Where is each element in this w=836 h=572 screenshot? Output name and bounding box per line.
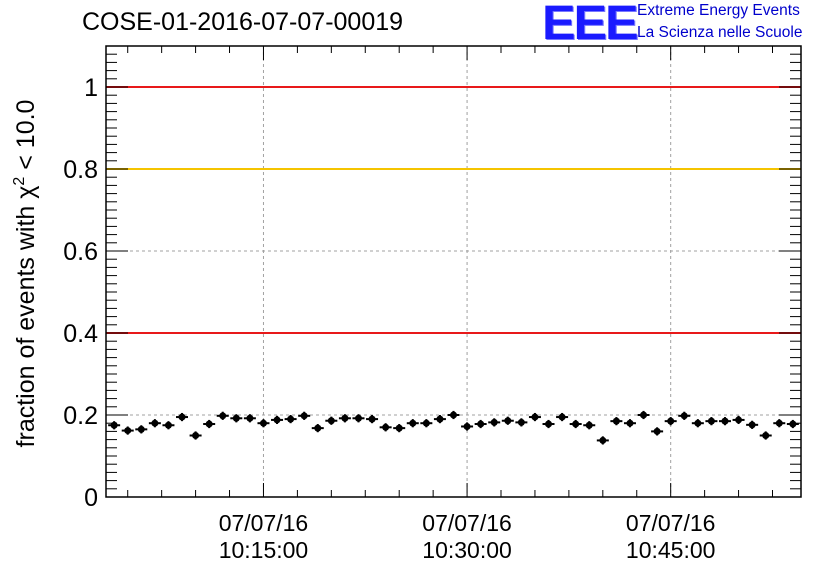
data-point <box>653 427 661 435</box>
logo-line-2: La Scienza nelle Scuole <box>637 24 803 41</box>
data-point <box>789 420 797 428</box>
data-point <box>192 432 200 439</box>
eee-logo: EEE <box>542 0 639 50</box>
chart-title: COSE-01-2016-07-07-00019 <box>82 8 404 36</box>
y-tick-label: 0.8 <box>63 156 98 184</box>
x-tick-date-label: 07/07/16 <box>422 510 512 536</box>
data-point <box>205 420 213 428</box>
data-point <box>504 417 512 425</box>
data-point <box>775 419 783 427</box>
data-point <box>259 419 267 427</box>
y-tick-label: 0.4 <box>63 320 98 348</box>
data-point <box>517 418 525 426</box>
data-point <box>667 417 675 425</box>
data-point <box>599 436 607 444</box>
data-point <box>124 427 132 435</box>
data-point <box>477 420 485 428</box>
data-point <box>178 413 186 421</box>
data-point <box>680 412 688 420</box>
data-point <box>572 420 580 428</box>
data-point <box>327 417 335 425</box>
plot-frame <box>105 45 802 498</box>
data-point <box>748 421 756 429</box>
data-point <box>436 415 444 423</box>
data-point <box>545 420 553 428</box>
x-tick-time-label: 10:15:00 <box>219 537 309 563</box>
data-point <box>640 411 648 419</box>
data-point <box>707 417 715 425</box>
data-point <box>314 424 322 432</box>
y-tick-label: 0.6 <box>63 238 98 266</box>
data-point <box>585 421 593 429</box>
data-point <box>354 414 362 422</box>
x-tick-date-label: 07/07/16 <box>219 510 309 536</box>
data-point <box>232 414 240 422</box>
data-point <box>341 414 349 422</box>
y-tick-label: 0.2 <box>63 402 98 430</box>
data-point <box>463 422 471 430</box>
data-point <box>735 416 743 424</box>
data-point <box>409 419 417 427</box>
data-point <box>422 419 430 427</box>
data-point <box>558 413 566 421</box>
data-point <box>450 411 457 419</box>
data-point <box>164 421 172 429</box>
data-point <box>287 415 295 423</box>
x-tick-time-label: 10:30:00 <box>422 537 512 563</box>
y-tick-label: 0 <box>84 484 98 512</box>
data-point <box>300 412 308 420</box>
data-point <box>368 415 376 423</box>
data-point <box>762 432 770 439</box>
data-point <box>395 424 403 432</box>
data-point <box>151 419 159 427</box>
x-tick-date-label: 07/07/16 <box>626 510 716 536</box>
data-point <box>137 425 145 433</box>
x-tick-time-label: 10:45:00 <box>626 537 716 563</box>
data-point <box>626 419 634 427</box>
data-point <box>490 418 498 426</box>
data-point <box>110 421 118 429</box>
data-point <box>721 417 729 425</box>
data-point <box>612 417 620 425</box>
data-point <box>531 413 539 421</box>
data-point <box>246 414 254 422</box>
y-axis-label: fraction of events with χ2 < 10.0 <box>11 100 40 448</box>
y-tick-label: 1 <box>84 74 98 102</box>
logo-line-1: Extreme Energy Events <box>637 2 800 19</box>
data-point <box>273 416 281 424</box>
data-point <box>219 412 227 420</box>
data-point <box>694 419 702 427</box>
data-point <box>382 423 390 431</box>
